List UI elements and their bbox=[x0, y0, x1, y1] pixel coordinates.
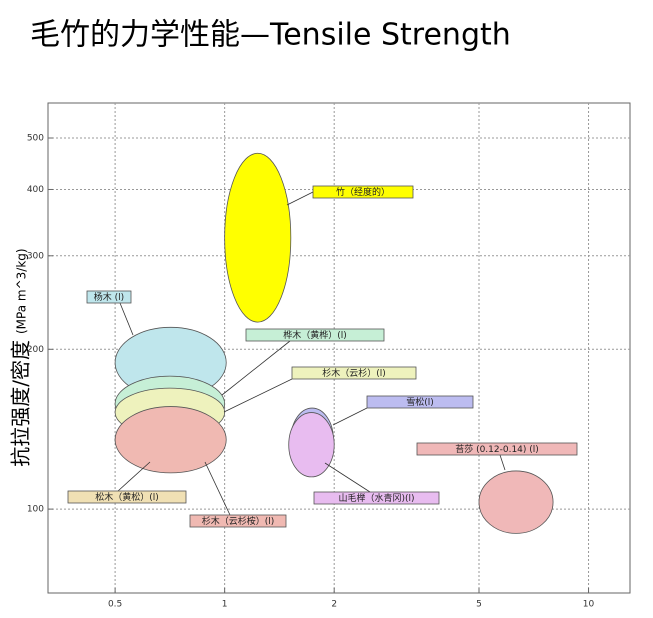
y-tick-label: 100 bbox=[27, 505, 44, 515]
y-tick-label: 200 bbox=[27, 345, 44, 355]
leader-line bbox=[499, 454, 506, 471]
x-tick-label: 10 bbox=[583, 600, 595, 610]
plot-frame bbox=[47, 102, 631, 594]
property-ellipse bbox=[288, 412, 335, 478]
series-label: 杉木（云杉桉）(l) bbox=[202, 515, 275, 527]
property-ellipse bbox=[224, 152, 292, 323]
label-box bbox=[312, 185, 414, 199]
y-tick-label: 400 bbox=[27, 185, 44, 195]
leader-line bbox=[117, 461, 151, 492]
label-box bbox=[189, 514, 287, 528]
series-label: 竹（经度的） bbox=[336, 186, 390, 198]
label-box bbox=[67, 490, 187, 504]
y-tick-label: 300 bbox=[27, 251, 44, 261]
leader-line bbox=[223, 378, 293, 413]
label-box bbox=[291, 366, 417, 380]
leader-line bbox=[221, 340, 291, 396]
leader-line bbox=[204, 461, 231, 516]
x-tick-label: 5 bbox=[476, 600, 482, 610]
series-label: 雪松(l) bbox=[406, 396, 434, 408]
leader-line bbox=[286, 191, 314, 206]
label-box bbox=[313, 491, 440, 505]
leader-line bbox=[324, 462, 371, 493]
y-label: 抗拉强度/密度 bbox=[9, 340, 33, 467]
property-ellipse bbox=[114, 406, 227, 474]
label-box bbox=[86, 290, 132, 304]
leader-line bbox=[332, 407, 368, 426]
x-tick-label: 1 bbox=[222, 600, 228, 610]
leader-line bbox=[119, 302, 134, 336]
chart-title: 毛竹的力学性能—Tensile Strength bbox=[30, 18, 511, 53]
series-label: 山毛榉（水青冈)(l) bbox=[338, 492, 414, 504]
x-tick-label: 2 bbox=[331, 600, 337, 610]
label-box bbox=[366, 395, 474, 409]
property-ellipse bbox=[478, 470, 554, 534]
series-label: 苔莎 (0.12-0.14) (l) bbox=[455, 443, 539, 455]
series-label: 杉木（云杉）(l) bbox=[322, 367, 386, 379]
x-tick-label: 0.5 bbox=[108, 600, 122, 610]
label-box bbox=[416, 442, 578, 456]
label-box bbox=[245, 328, 385, 342]
series-label: 松木（黄松）(l) bbox=[95, 491, 159, 503]
y-axis-label: 抗拉强度/密度 (MPa m^3/kg) bbox=[9, 248, 33, 466]
y-label-units: (MPa m^3/kg) bbox=[15, 248, 29, 334]
series-label: 桦木（黄桦）(l) bbox=[283, 329, 347, 341]
y-tick-label: 500 bbox=[27, 134, 44, 144]
series-label: 杨木 (l) bbox=[94, 291, 124, 303]
